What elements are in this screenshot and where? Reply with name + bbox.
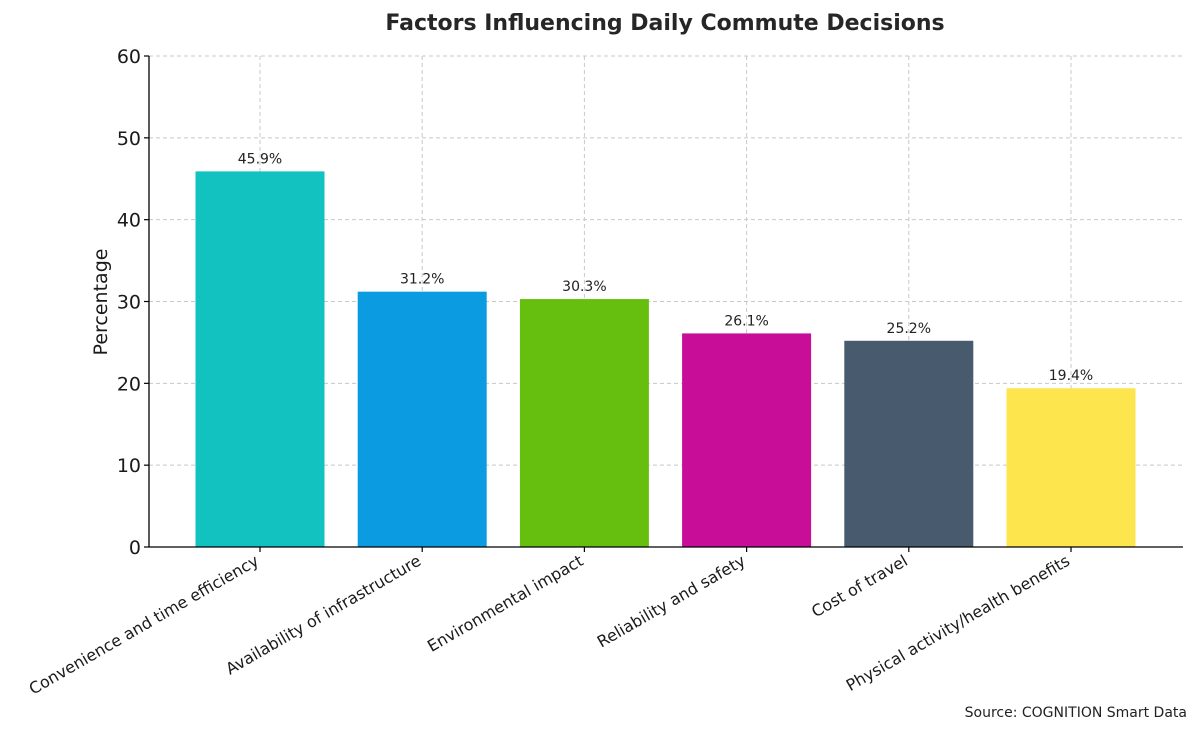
x-tick-label: Environmental impact — [424, 551, 586, 656]
x-tick-label: Cost of travel — [808, 551, 911, 621]
y-tick-label: 20 — [117, 373, 141, 395]
y-axis-label: Percentage — [90, 249, 112, 356]
bar — [195, 171, 325, 547]
bar-value-label: 30.3% — [562, 279, 606, 295]
source-note: Source: COGNITION Smart Data — [965, 705, 1187, 721]
bar-value-label: 26.1% — [724, 313, 768, 329]
y-tick-label: 60 — [117, 46, 141, 68]
y-tick-label: 40 — [117, 210, 141, 232]
value-labels: 45.9% 31.2% 30.3% 26.1% 25.2% 19.4% — [238, 151, 1093, 384]
bar — [519, 299, 649, 547]
bars — [195, 171, 1136, 547]
x-tick-label: Reliability and safety — [594, 551, 749, 651]
bar-value-label: 25.2% — [887, 321, 931, 337]
y-tick-label: 30 — [117, 292, 141, 314]
bar — [357, 291, 487, 547]
y-tick-label: 10 — [117, 455, 141, 477]
y-tick-label: 0 — [129, 537, 141, 559]
bar-value-label: 31.2% — [400, 272, 444, 288]
x-tick-label: Convenience and time efficiency — [26, 551, 262, 698]
bar-value-label: 45.9% — [238, 151, 282, 167]
chart-title: Factors Influencing Daily Commute Decisi… — [385, 11, 944, 36]
y-tick-label: 50 — [117, 128, 141, 150]
bar — [844, 340, 974, 547]
y-tick-labels: 0 10 20 30 40 50 60 — [117, 46, 141, 559]
axes — [144, 55, 1183, 552]
bar — [1006, 388, 1136, 547]
x-tick-labels: Convenience and time efficiencyAvailabil… — [26, 551, 1073, 698]
bar-value-label: 19.4% — [1049, 368, 1093, 384]
bar — [682, 333, 812, 547]
